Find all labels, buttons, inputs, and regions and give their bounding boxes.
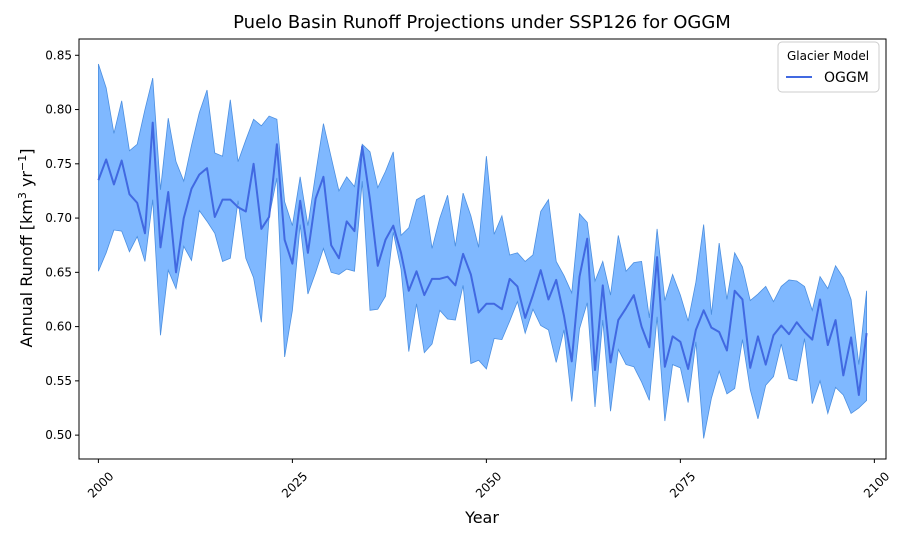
plot-area [97,63,868,439]
legend-box [777,41,880,93]
y-tick-label: 0.75 [45,157,72,171]
x-tick-label: 2025 [279,469,310,500]
legend: Glacier Model OGGM [777,41,880,93]
x-tick-label: 2100 [861,469,892,500]
chart-title: Puelo Basin Runoff Projections under SSP… [233,12,731,33]
y-tick-label: 0.80 [45,103,72,117]
y-axis-label: Annual Runoff [km3 yr−1] [16,149,37,348]
legend-title: Glacier Model [787,49,869,63]
series-line-oggm [97,121,868,396]
y-tick-label: 0.55 [45,374,72,388]
y-axis: 0.50 0.55 0.60 0.65 0.70 0.75 0.80 0.85 [45,48,79,442]
y-tick-label: 0.70 [45,211,72,225]
y-tick-label: 0.60 [45,320,72,334]
y-tick-label: 0.85 [45,48,72,62]
x-tick-label: 2075 [667,469,698,500]
x-axis-label: Year [464,508,499,527]
x-tick-label: 2000 [85,469,116,500]
uncertainty-band [98,63,867,439]
x-axis: 2000 2025 2050 2075 2100 [85,459,892,501]
y-tick-label: 0.50 [45,428,72,442]
plot-frame [78,38,887,460]
legend-label-oggm: OGGM [824,70,869,86]
x-tick-label: 2050 [473,469,504,500]
y-tick-label: 0.65 [45,265,72,279]
